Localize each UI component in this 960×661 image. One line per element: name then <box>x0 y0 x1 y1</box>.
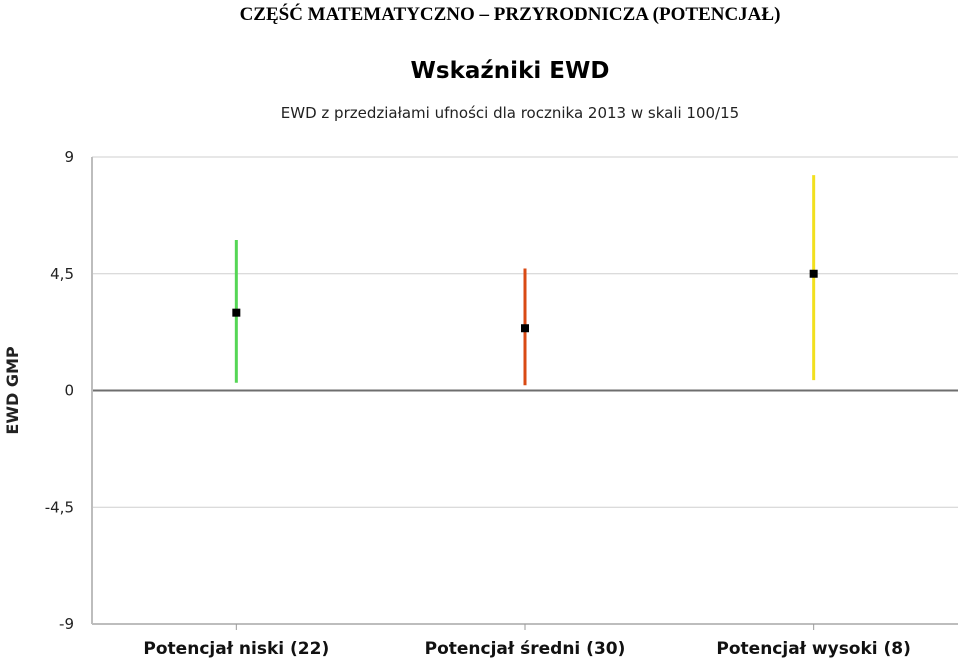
y-tick-label: -9 <box>59 615 74 633</box>
ewd-point-marker <box>232 308 241 317</box>
ewd-point-marker <box>809 269 818 278</box>
chart-title: Wskaźniki EWD <box>410 58 610 84</box>
y-tick-label: 4,5 <box>50 265 74 283</box>
chart-subtitle: EWD z przedziałami ufności dla rocznika … <box>280 104 740 122</box>
y-tick-label: 9 <box>64 148 74 166</box>
x-category-label: Potencjał wysoki (8) <box>716 639 911 659</box>
x-category-label: Potencjał niski (22) <box>143 639 329 659</box>
y-tick-label: 0 <box>64 382 74 400</box>
x-axis: Potencjał niski (22) Potencjał średni (30… <box>92 623 958 659</box>
grid-lines <box>92 156 958 625</box>
data-marks <box>232 175 818 386</box>
y-tick-label: -4,5 <box>45 498 74 516</box>
y-axis: 9 4,5 0 -4,5 -9 <box>45 148 93 633</box>
y-axis-title: EWD GMP <box>3 346 22 434</box>
ewd-point-marker <box>521 324 529 333</box>
page-header: CZĘŚĆ MATEMATYCZNO – PRZYRODNICZA (POTEN… <box>239 4 781 25</box>
x-category-label: Potencjał średni (30) <box>425 639 626 659</box>
